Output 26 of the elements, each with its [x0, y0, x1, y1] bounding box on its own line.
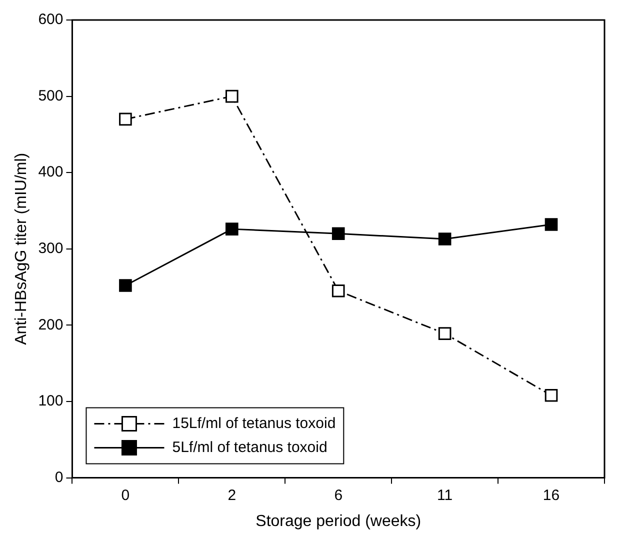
point	[332, 227, 345, 240]
y-tick-label: 100	[38, 392, 64, 410]
x-tick-label: 16	[542, 486, 560, 504]
x-tick-label: 6	[334, 486, 343, 504]
point	[119, 112, 132, 126]
point	[226, 222, 238, 236]
point	[544, 388, 558, 402]
point	[119, 279, 132, 292]
x-axis-title: Storage period (weeks)	[256, 512, 422, 530]
point	[544, 218, 558, 231]
legend-label: 15Lf/ml of tetanus toxoid	[172, 414, 336, 432]
point	[226, 90, 238, 103]
y-tick-label: 0	[54, 468, 64, 486]
legend-label: 5Lf/ml of tetanus toxoid	[172, 438, 328, 456]
x-tick-label: 0	[121, 486, 130, 504]
x-tick-label: 2	[228, 486, 236, 504]
y-tick-label: 500	[38, 87, 64, 104]
y-tick-label: 200	[38, 316, 64, 334]
y-tick-label: 400	[38, 164, 64, 181]
point	[438, 327, 452, 340]
point	[438, 232, 452, 246]
y-tick-label: 300	[38, 240, 64, 258]
point	[332, 284, 345, 298]
x-tick-label: 11	[437, 486, 453, 504]
y-tick-label: 600	[38, 11, 64, 28]
y-axis-title: Anti-HBsAgG titer (mIU/ml)	[13, 152, 30, 345]
